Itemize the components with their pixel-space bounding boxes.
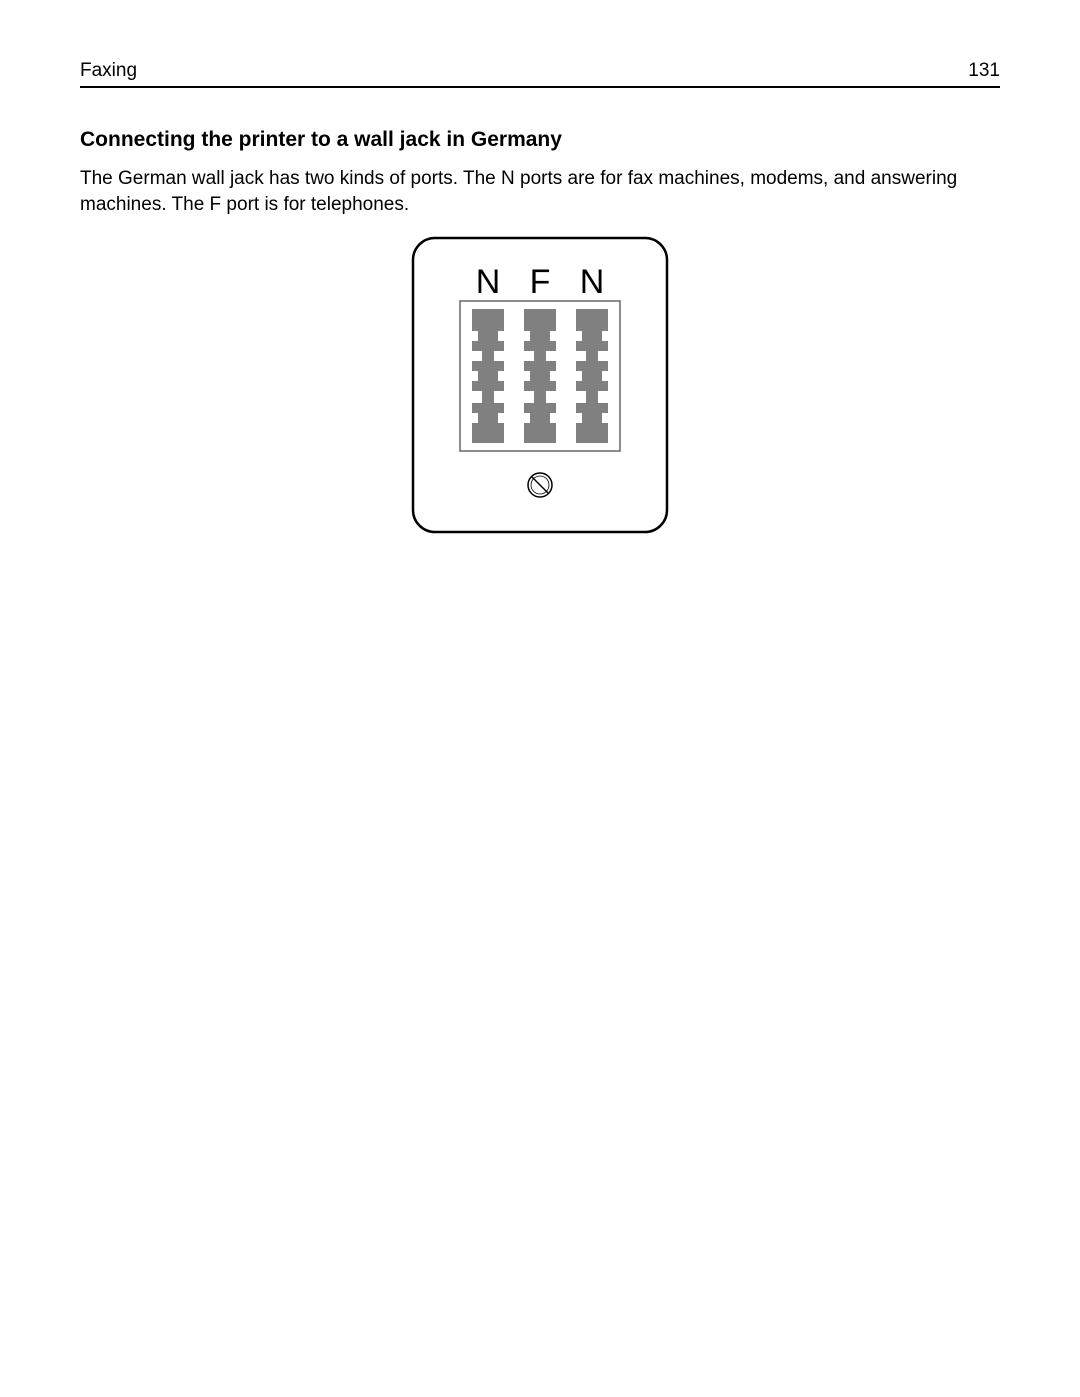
document-page: Faxing 131 Connecting the printer to a w… [0, 0, 1080, 595]
running-header: Faxing 131 [80, 60, 1000, 88]
section-heading: Connecting the printer to a wall jack in… [80, 128, 1000, 152]
port-label-2: N [580, 263, 605, 301]
port-label-0: N [476, 263, 501, 301]
port-label-1: F [530, 263, 551, 301]
screw-icon [528, 473, 552, 497]
body-paragraph: The German wall jack has two kinds of po… [80, 166, 1000, 217]
header-page-number: 131 [968, 60, 1000, 82]
header-section: Faxing [80, 60, 137, 82]
wall-jack-diagram: N F N [410, 235, 670, 535]
figure-container: N F N [80, 235, 1000, 535]
